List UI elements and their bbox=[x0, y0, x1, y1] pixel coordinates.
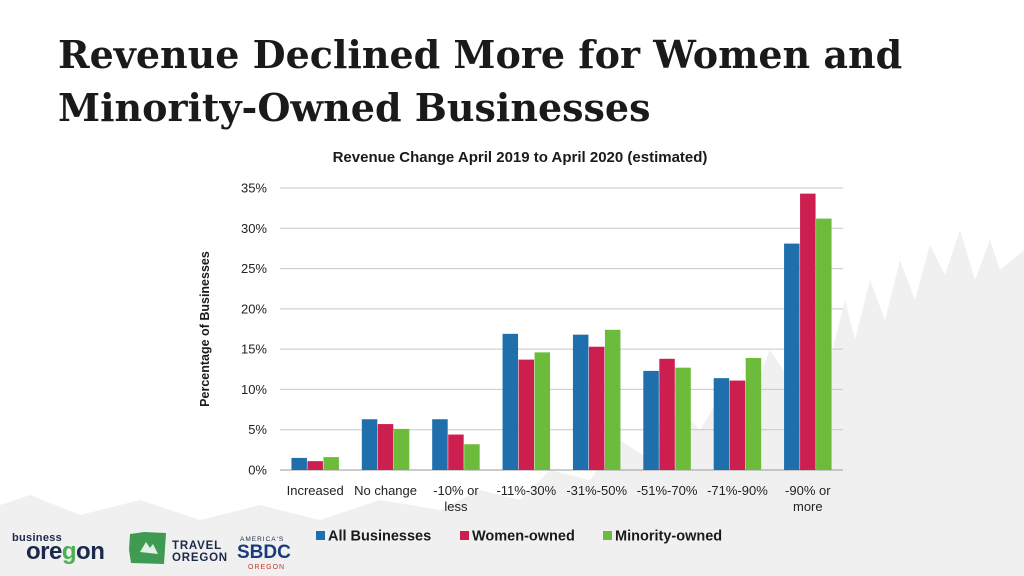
x-tick-label: -71%-90% bbox=[707, 483, 768, 498]
y-tick-label: 5% bbox=[248, 422, 267, 437]
business-oregon-big-text: oregon bbox=[26, 538, 105, 565]
bar bbox=[518, 359, 535, 470]
bar bbox=[745, 358, 762, 470]
bar bbox=[800, 193, 816, 470]
slide-title: Revenue Declined More for Women and Mino… bbox=[58, 32, 903, 130]
x-tick-label: -90% or more bbox=[785, 483, 831, 514]
x-tick-label: -11%-30% bbox=[496, 483, 556, 498]
y-tick-label: 15% bbox=[241, 342, 267, 357]
bar bbox=[502, 333, 519, 470]
x-tick-labels: Increased No change -10% or less -11%-30% -31… bbox=[287, 483, 832, 514]
x-tick-label: -31%-50% bbox=[566, 483, 627, 498]
business-oregon-small-text: business bbox=[12, 532, 63, 544]
bar bbox=[307, 461, 323, 470]
y-tick-label: 25% bbox=[241, 261, 267, 276]
bar bbox=[361, 419, 378, 470]
bar bbox=[713, 378, 730, 470]
y-tick-label: 35% bbox=[241, 181, 267, 196]
y-tick-labels: 0% 5% 10% 15% 20% 25% 30% 35% bbox=[241, 181, 267, 478]
bar bbox=[659, 358, 675, 470]
bar bbox=[643, 370, 659, 470]
travel-oregon-logo: TRAVEL OREGON bbox=[172, 540, 228, 564]
legend-label: Women-owned bbox=[472, 529, 575, 545]
y-tick-label: 0% bbox=[248, 463, 267, 478]
gridlines bbox=[280, 187, 843, 471]
sbdc-bottom-text: OREGON bbox=[248, 564, 286, 571]
bar bbox=[588, 346, 605, 470]
legend-label: Minority-owned bbox=[615, 529, 722, 545]
bar bbox=[729, 380, 746, 470]
sbdc-top-text: AMERICA'S bbox=[240, 536, 285, 543]
bar bbox=[393, 428, 410, 470]
sbdc-logo-text: SBDC bbox=[237, 542, 291, 563]
y-tick-label: 10% bbox=[241, 382, 267, 397]
bar bbox=[448, 434, 464, 470]
bar bbox=[816, 218, 832, 470]
bar bbox=[464, 444, 480, 470]
y-axis-label: Percentage of Businesses bbox=[198, 251, 212, 407]
bar bbox=[432, 419, 448, 470]
bar bbox=[377, 424, 394, 470]
oregon-state-icon bbox=[129, 532, 166, 564]
bar bbox=[291, 457, 307, 470]
chart-title: Revenue Change April 2019 to April 2020 … bbox=[333, 149, 708, 166]
y-tick-label: 20% bbox=[241, 301, 267, 316]
bar bbox=[323, 457, 339, 470]
bar bbox=[675, 367, 691, 470]
x-tick-label: -10% or less bbox=[433, 483, 479, 514]
legend: All Businesses Women-owned Minority-owned bbox=[316, 529, 722, 545]
bar bbox=[534, 352, 551, 470]
legend-swatch bbox=[603, 531, 612, 540]
legend-swatch bbox=[460, 531, 469, 540]
legend-swatch bbox=[316, 531, 325, 540]
x-tick-label: -51%-70% bbox=[637, 483, 698, 498]
bar bbox=[784, 243, 800, 470]
legend-label: All Businesses bbox=[328, 529, 431, 545]
x-tick-label: Increased bbox=[287, 483, 344, 498]
y-tick-label: 30% bbox=[241, 221, 267, 236]
partner-logos: business oregon TRAVEL OREGON AMERICA'S … bbox=[0, 520, 340, 576]
bar bbox=[572, 334, 589, 470]
bar bbox=[604, 329, 621, 470]
x-tick-label: No change bbox=[354, 483, 417, 498]
bars bbox=[291, 193, 832, 470]
